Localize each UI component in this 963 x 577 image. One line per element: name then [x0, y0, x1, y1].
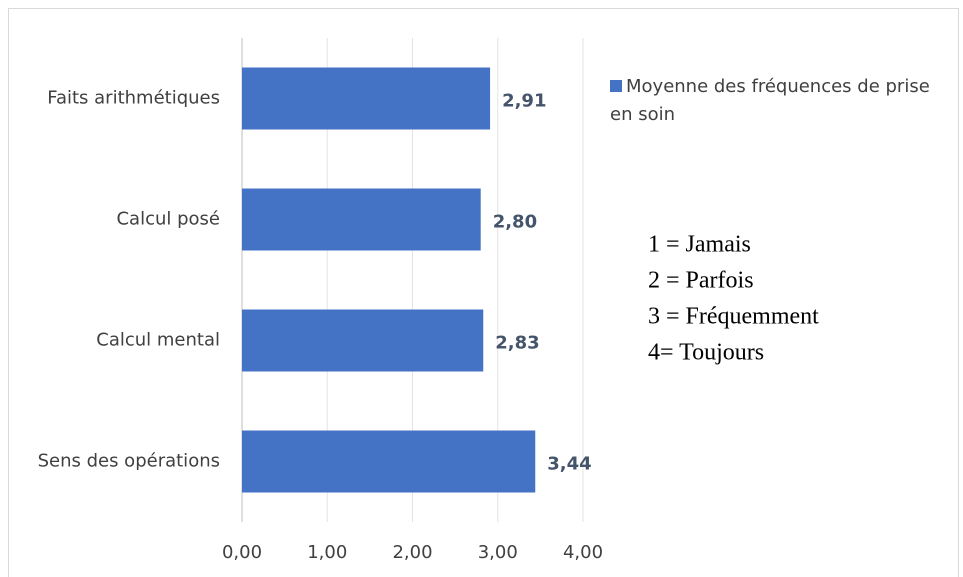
x-tick-label: 3,00 [478, 542, 518, 563]
category-label: Calcul posé [116, 209, 220, 230]
chart-border [8, 8, 959, 577]
x-tick-label: 1,00 [307, 542, 347, 563]
value-label: 2,91 [502, 91, 546, 112]
category-label: Sens des opérations [38, 451, 220, 472]
bar [242, 188, 481, 251]
bar [242, 430, 536, 493]
x-tick-label: 0,00 [222, 542, 262, 563]
value-label: 2,80 [493, 212, 537, 233]
value-label: 3,44 [547, 454, 591, 475]
bar [242, 67, 491, 130]
category-label: Calcul mental [96, 330, 220, 351]
annotation: 1 = Jamais [648, 232, 751, 258]
legend-swatch [610, 80, 622, 92]
annotation: 2 = Parfois [648, 268, 754, 294]
value-label: 2,83 [495, 333, 539, 354]
x-tick-label: 2,00 [392, 542, 432, 563]
category-label: Faits arithmétiques [47, 88, 220, 109]
legend-label: Moyenne des fréquences de prise en soin [610, 76, 930, 125]
bar [242, 309, 484, 372]
annotation: 3 = Fréquemment [648, 304, 819, 330]
legend: Moyenne des fréquences de prise en soin [610, 73, 940, 129]
x-tick-label: 4,00 [563, 542, 603, 563]
annotation: 4= Toujours [648, 340, 764, 366]
